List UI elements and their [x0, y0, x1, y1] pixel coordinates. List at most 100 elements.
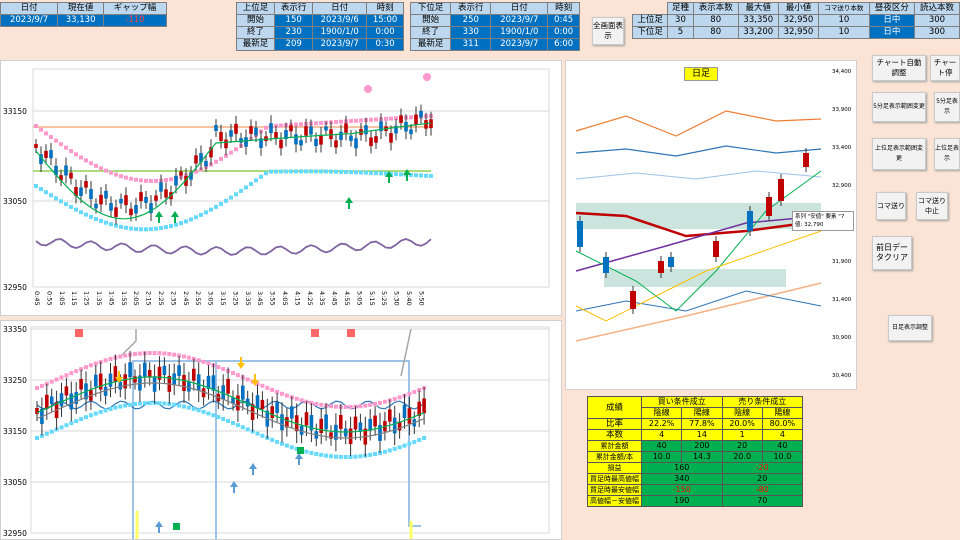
- candle-body: [49, 150, 53, 159]
- clear-data-button[interactable]: 前日データクリア: [872, 236, 912, 270]
- pink-marker: [59, 375, 64, 380]
- cyan-marker: [128, 402, 133, 407]
- cell-value[interactable]: 230: [274, 26, 314, 39]
- pink-marker: [103, 358, 108, 363]
- pink-marker: [412, 389, 417, 394]
- candle-body: [84, 181, 88, 188]
- plus-marker-icon: [311, 329, 319, 337]
- upper-range-button[interactable]: 上位足表示範囲変更: [872, 138, 926, 170]
- cyan-marker: [294, 446, 299, 451]
- cyan-marker: [382, 449, 387, 454]
- candle-body: [74, 392, 78, 404]
- cyan-marker: [229, 195, 233, 200]
- five-min-range-button[interactable]: 5分足表示範囲変更: [872, 92, 926, 122]
- cell-value[interactable]: 300: [913, 26, 960, 39]
- pink-marker: [235, 373, 240, 378]
- candle-body: [211, 375, 216, 391]
- step-line: [132, 360, 217, 539]
- candle-body: [196, 374, 201, 391]
- cell-value[interactable]: 日中: [868, 26, 915, 39]
- tooltip-value: 値: 32,790: [795, 222, 824, 228]
- plus-marker-icon: [173, 523, 180, 530]
- cyan-marker: [94, 216, 98, 221]
- x-tick-label: 5:50: [417, 291, 425, 306]
- fullscreen-button[interactable]: 全画面表示: [592, 17, 624, 45]
- ichimoku-cloud: [604, 269, 786, 287]
- cyan-marker: [149, 227, 153, 232]
- candle-body: [79, 378, 83, 390]
- pink-marker: [309, 400, 314, 405]
- cyan-marker: [216, 415, 221, 420]
- cell-value[interactable]: 33,350: [737, 14, 779, 27]
- pink-marker: [274, 123, 278, 128]
- buy-arrow-icon: [249, 463, 257, 475]
- auto-adjust-button[interactable]: チャート自動調整: [872, 55, 926, 81]
- candle-body: [409, 129, 413, 135]
- cell-value[interactable]: 32,950: [777, 14, 820, 27]
- cyan-marker: [422, 435, 427, 440]
- candle-body: [64, 165, 68, 176]
- cyan-marker: [373, 452, 378, 457]
- stats-cell: 4: [761, 429, 804, 441]
- lower-timeframe-table: 下位足 表示行 日付 時刻 開始 250 2023/9/7 0:45 終了 33…: [409, 2, 580, 51]
- buy-bull-header: 陽線: [681, 407, 723, 419]
- candle-body: [279, 139, 283, 149]
- cyan-marker: [392, 446, 397, 451]
- y-tick-label: 32,900: [832, 183, 852, 189]
- cyan-marker: [344, 169, 348, 174]
- cell-value[interactable]: 300: [913, 14, 960, 27]
- cell-value: 311: [450, 38, 492, 51]
- pink-marker: [69, 149, 73, 154]
- candle-body: [244, 137, 248, 147]
- buy-header: 買い条件成立: [641, 396, 723, 408]
- candle-body: [747, 211, 753, 231]
- chart-stop-button[interactable]: チャート停: [930, 55, 960, 81]
- koma-stop-button[interactable]: コマ送り中止: [916, 192, 948, 220]
- x-tick-label: 3:25: [231, 291, 239, 306]
- pink-marker: [219, 156, 223, 161]
- stats-cell: 1: [721, 429, 763, 441]
- cell-value[interactable]: 80: [692, 26, 739, 39]
- candle-body: [241, 385, 245, 400]
- cell-value[interactable]: 30: [667, 14, 694, 27]
- koma-button[interactable]: コマ送り: [876, 192, 906, 220]
- green-ma-line: [35, 122, 432, 220]
- cyan-marker: [118, 404, 123, 409]
- cell-value[interactable]: 5: [667, 26, 694, 39]
- cell-value[interactable]: 32,950: [777, 26, 820, 39]
- candle-body: [766, 197, 772, 216]
- pink-marker: [167, 352, 172, 357]
- cell-value[interactable]: 80: [692, 14, 739, 27]
- pink-marker: [119, 174, 123, 179]
- cyan-marker: [304, 169, 308, 174]
- pink-marker: [44, 131, 48, 136]
- cyan-marker: [289, 169, 293, 174]
- cell-value[interactable]: 330: [450, 26, 492, 39]
- candle-body: [255, 395, 260, 409]
- pink-marker: [201, 359, 206, 364]
- cell-value[interactable]: 10: [818, 26, 870, 39]
- cyan-marker: [108, 406, 113, 411]
- cell-value[interactable]: 日中: [868, 14, 915, 27]
- cyan-marker: [419, 173, 423, 178]
- pink-marker: [39, 383, 44, 388]
- pink-marker: [64, 145, 68, 150]
- cell-value[interactable]: 150: [274, 14, 314, 27]
- five-min-display-button[interactable]: 5分足表示: [934, 92, 960, 122]
- cyan-marker: [274, 169, 278, 174]
- pink-marker: [284, 393, 289, 398]
- cell-value[interactable]: 250: [450, 14, 492, 27]
- daily-adjust-button[interactable]: 日足表示調整: [888, 315, 932, 341]
- candle-body: [194, 155, 198, 164]
- cyan-marker: [172, 402, 177, 407]
- candle-body: [143, 362, 147, 377]
- candle-body: [69, 393, 74, 410]
- cell-value[interactable]: 33,200: [737, 26, 779, 39]
- upper-display-button[interactable]: 上位足表示: [934, 138, 960, 170]
- pink-marker: [363, 403, 368, 408]
- candle-body: [39, 154, 43, 165]
- cell-value[interactable]: 10: [818, 14, 870, 27]
- stats-cell: 22.2%: [640, 418, 683, 430]
- pink-marker: [260, 383, 265, 388]
- pink-marker: [118, 354, 123, 359]
